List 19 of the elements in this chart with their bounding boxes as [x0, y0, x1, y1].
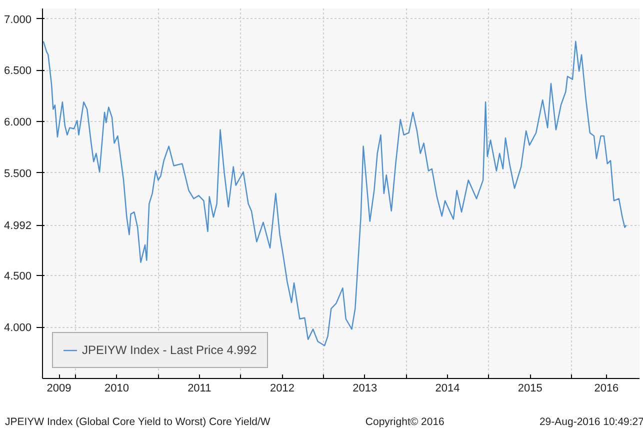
y-tick-label: 5.500: [4, 168, 32, 180]
y-tick-label: 6.000: [4, 116, 32, 129]
x-tick-label: 2012: [270, 382, 294, 394]
x-tick-label: 2013: [352, 382, 378, 394]
legend-label: JPEIYW Index - Last Price 4.992: [82, 343, 257, 357]
y-tick-label: 4.992: [4, 220, 32, 232]
y-tick-label: 4.000: [4, 322, 32, 334]
x-tick-label: 2011: [188, 382, 212, 394]
x-tick-label: 2015: [518, 382, 542, 394]
text: Copyright© 2016: [365, 415, 444, 430]
y-tick-label: 7.000: [4, 14, 32, 26]
y-tick-label: 4.500: [4, 270, 32, 283]
line-series: [42, 40, 627, 346]
x-tick-label: 2016: [594, 382, 619, 394]
x-tick-label: 2014: [435, 382, 460, 394]
text: JPEIYW Index (Global Core Yield to Worst) Core Yield/W: [5, 415, 270, 430]
x-tick-label: 2009: [46, 382, 72, 394]
x-tick-label: 2010: [104, 382, 130, 394]
y-tick-label: 6.500: [4, 65, 32, 78]
